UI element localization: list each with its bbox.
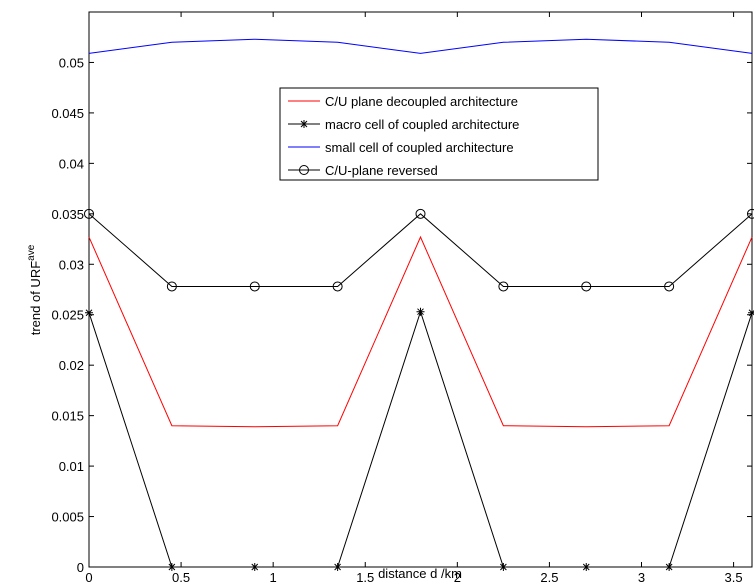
y-tick-label: 0.005 [51,510,84,525]
x-tick-label: 1 [270,570,277,582]
y-tick-label: 0.035 [51,207,84,222]
marker [85,308,93,317]
legend-label: C/U-plane reversed [325,163,438,178]
x-tick-label: 0 [85,570,92,582]
y-tick-label: 0.01 [59,459,84,474]
legend-label: macro cell of coupled architecture [325,117,519,132]
marker [416,307,425,316]
x-tick-label: 3 [638,570,645,582]
marker [582,563,591,571]
x-tick-label: 1.5 [356,570,374,582]
series-line [88,213,753,287]
series-line [88,235,753,428]
marker [166,281,177,292]
y-tick-label: 0.015 [51,409,84,424]
y-tick-label: 0.045 [51,106,84,121]
y-tick-label: 0 [77,560,84,575]
marker [167,563,176,571]
x-tick-label: 2 [454,570,461,582]
y-tick-label: 0.02 [59,358,84,373]
marker [747,208,754,219]
marker [581,281,592,292]
y-axis-label: trend of URFave [26,244,43,335]
legend-box [279,87,599,181]
marker [664,281,675,292]
series-line [88,38,753,54]
x-axis-label: distance d /km [378,566,462,581]
y-tick-label: 0.025 [51,308,84,323]
marker [333,563,342,571]
marker [665,563,674,571]
marker [249,281,260,292]
marker [250,563,259,571]
marker [332,281,343,292]
y-tick-label: 0.04 [59,156,84,171]
y-axis-label-text: trend of URF [28,261,43,335]
marker [499,563,508,571]
marker [748,308,754,317]
marker [498,281,509,292]
x-tick-label: 2.5 [540,570,558,582]
legend-label: C/U plane decoupled architecture [325,94,518,109]
y-tick-label: 0.05 [59,55,84,70]
y-tick-label: 0.03 [59,257,84,272]
legend-marker [300,120,308,128]
legend-marker [299,165,309,175]
y-axis-label-sup: ave [26,244,37,261]
marker [84,208,94,219]
x-tick-label: 0.5 [172,570,190,582]
x-tick-label: 3.5 [725,570,743,582]
legend-label: small cell of coupled architecture [325,140,514,155]
marker [415,208,426,219]
